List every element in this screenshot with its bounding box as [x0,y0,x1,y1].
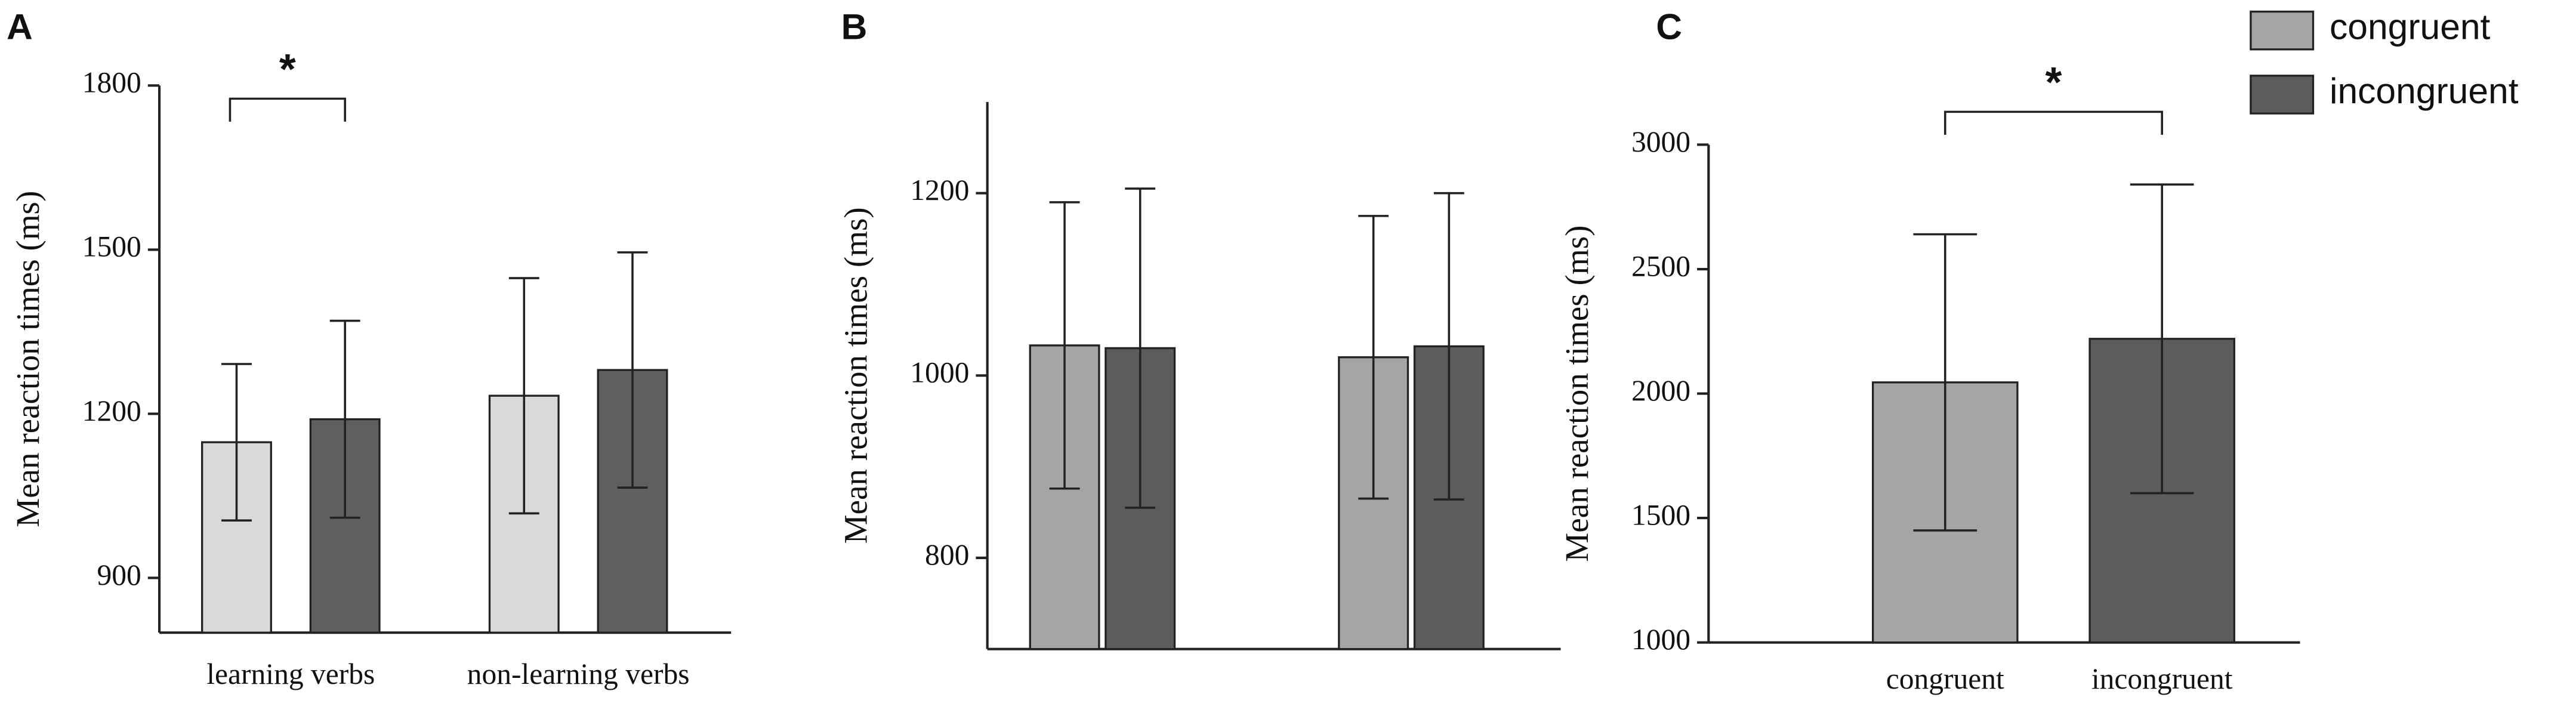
significance-star: * [2046,58,2062,106]
y-tick-label: 1000 [1631,623,1690,656]
y-axis-label: Mean reaction times (ms) [1559,226,1595,562]
x-tick-label: learning verbs [206,658,375,690]
y-tick-label: 1200 [910,174,969,206]
y-tick-label: 1500 [1631,498,1690,531]
y-tick-label: 1200 [82,394,141,427]
y-tick-label: 2000 [1631,374,1690,407]
significance-star: * [279,45,296,93]
significance-bracket [229,97,346,122]
significance-bracket [1943,110,2163,135]
legend-label: incongruent [2330,70,2519,111]
panel-label: C [1656,7,1682,47]
y-axis-label: Mean reaction times (ms) [838,207,874,544]
y-tick-label: 3000 [1631,125,1690,158]
legend-label: congruent [2330,7,2491,47]
x-tick-label: congruent [1886,662,2004,695]
y-tick-label: 2500 [1631,249,1690,282]
legend-swatch [2250,75,2315,115]
y-tick-label: 1500 [82,230,141,263]
x-tick-label: incongruent [2091,662,2233,695]
x-tick-label: non-learning verbs [1300,723,1523,728]
legend-swatch [2250,10,2315,51]
panel-label: B [841,7,868,47]
x-tick-label: non-learning verbs [467,658,690,690]
x-tick-label: learning verbs [1018,723,1186,728]
y-tick-label: 800 [925,538,969,571]
panel-label: A [7,7,33,47]
y-tick-label: 900 [97,559,141,591]
y-axis-label: Mean reaction times (ms) [10,191,46,528]
y-tick-label: 1800 [82,66,141,99]
y-tick-label: 1000 [910,356,969,389]
